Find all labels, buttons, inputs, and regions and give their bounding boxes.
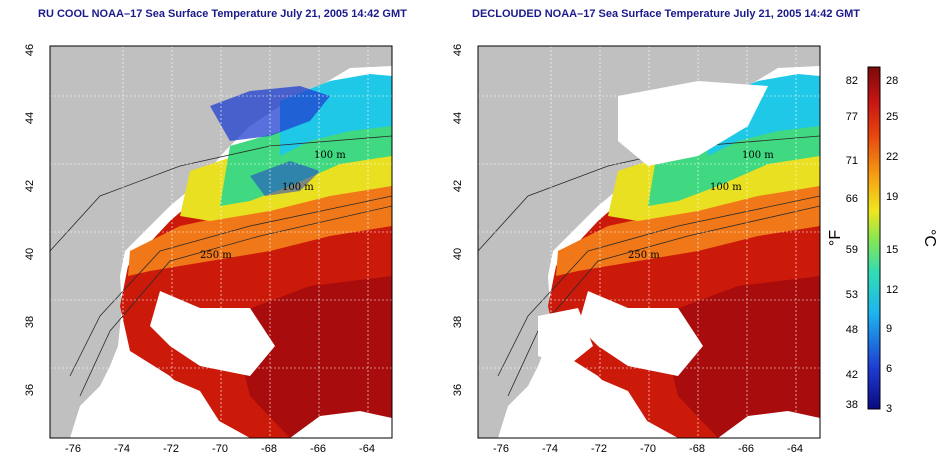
lat-tick-label: 44: [452, 112, 464, 124]
celsius-tick-label: 19: [886, 191, 898, 203]
lon-tick-label: -66: [310, 443, 326, 455]
lon-tick-label: -74: [114, 443, 130, 455]
celsius-unit-label: °C: [921, 229, 938, 247]
fahrenheit-tick-label: 66: [846, 193, 858, 205]
lat-tick-label: 42: [452, 180, 464, 192]
cloud-mask-patch: [538, 308, 593, 366]
lat-tick-label: 42: [24, 180, 36, 192]
lon-tick-label: -66: [738, 443, 754, 455]
cold-water-patch: [250, 161, 320, 196]
lat-tick-label: 40: [24, 248, 36, 260]
fahrenheit-tick-label: 38: [846, 399, 858, 411]
lon-tick-label: -74: [542, 443, 558, 455]
right-lat-axis: 46 44 42 40 38 36: [452, 44, 464, 396]
fahrenheit-unit-label: °F: [827, 230, 844, 246]
colorbar-gradient: [867, 66, 881, 410]
contour-label-250m: 250 m: [628, 250, 660, 261]
right-map-title: DECLOUDED NOAA–17 Sea Surface Temperatur…: [472, 8, 861, 20]
lon-tick-label: -64: [359, 443, 375, 455]
fahrenheit-tick-label: 42: [846, 369, 858, 381]
lon-tick-label: -68: [689, 443, 705, 455]
contour-label-100m: 100 m: [282, 182, 314, 193]
fahrenheit-tick-label: 71: [846, 155, 858, 167]
left-lon-axis: -76 -74 -72 -70 -68 -66 -64: [65, 443, 375, 455]
fahrenheit-tick-label: 53: [846, 289, 858, 301]
lat-tick-label: 40: [452, 248, 464, 260]
left-lat-axis: 46 44 42 40 38 36: [24, 44, 36, 396]
celsius-tick-label: 3: [886, 403, 892, 415]
celsius-tick-label: 22: [886, 151, 898, 163]
celsius-tick-label: 15: [886, 244, 898, 256]
lat-tick-label: 36: [24, 384, 36, 396]
cold-water-patch: [210, 86, 330, 141]
celsius-tick-label: 6: [886, 363, 892, 375]
fahrenheit-tick-label: 59: [846, 244, 858, 256]
lon-tick-label: -68: [261, 443, 277, 455]
map-frame: [49, 45, 393, 439]
fahrenheit-tick-label: 48: [846, 324, 858, 336]
celsius-tick-label: 28: [886, 75, 898, 87]
lon-tick-label: -76: [65, 443, 81, 455]
contour-label-100m: 100 m: [710, 182, 742, 193]
left-sst-map: 100 m 100 m 250 m: [49, 45, 393, 439]
right-sst-map: 100 m 100 m 250 m: [477, 45, 821, 439]
celsius-tick-label: 25: [886, 111, 898, 123]
colorbar: 82 77 71 66 59 53 48 42 38 28 25 22 19 1…: [827, 66, 938, 415]
lat-tick-label: 44: [24, 112, 36, 124]
contour-label-250m: 250 m: [200, 250, 232, 261]
lat-tick-label: 38: [452, 316, 464, 328]
lat-tick-label: 36: [452, 384, 464, 396]
lat-tick-label: 46: [452, 44, 464, 56]
lon-tick-label: -72: [591, 443, 607, 455]
lon-tick-label: -72: [163, 443, 179, 455]
cloud-mask-patch: [618, 81, 768, 166]
contour-label-100m: 100 m: [742, 150, 774, 161]
lon-tick-label: -64: [787, 443, 803, 455]
lon-tick-label: -70: [212, 443, 228, 455]
celsius-tick-label: 9: [886, 323, 892, 335]
lat-tick-label: 46: [24, 44, 36, 56]
right-lon-axis: -76 -74 -72 -70 -68 -66 -64: [493, 443, 803, 455]
celsius-tick-label: 12: [886, 284, 898, 296]
fahrenheit-tick-label: 77: [846, 111, 858, 123]
left-map-title: RU COOL NOAA–17 Sea Surface Temperature …: [38, 8, 407, 20]
map-frame: [477, 45, 821, 439]
lat-tick-label: 38: [24, 316, 36, 328]
contour-label-100m: 100 m: [314, 150, 346, 161]
lon-tick-label: -76: [493, 443, 509, 455]
fahrenheit-tick-label: 82: [846, 75, 858, 87]
lon-tick-label: -70: [640, 443, 656, 455]
